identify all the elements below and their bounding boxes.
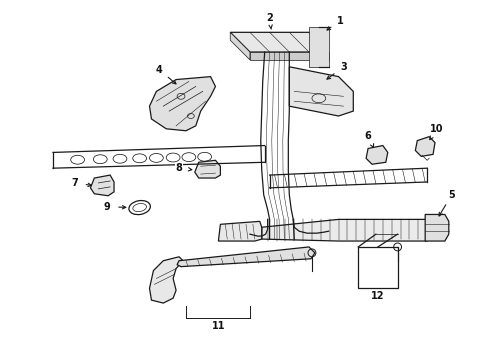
Text: 10: 10 <box>430 124 444 134</box>
Text: 11: 11 <box>212 321 225 331</box>
Polygon shape <box>250 52 329 60</box>
Polygon shape <box>416 137 435 156</box>
Text: 5: 5 <box>448 190 455 200</box>
Polygon shape <box>177 247 315 267</box>
Text: 8: 8 <box>175 163 182 173</box>
Polygon shape <box>230 32 329 52</box>
Text: 6: 6 <box>365 131 371 141</box>
Text: 3: 3 <box>340 62 347 72</box>
Polygon shape <box>289 67 353 116</box>
Polygon shape <box>195 160 220 178</box>
Polygon shape <box>262 219 432 241</box>
Polygon shape <box>230 32 250 60</box>
Polygon shape <box>219 221 262 241</box>
Polygon shape <box>425 215 449 241</box>
Text: 2: 2 <box>266 13 273 23</box>
Text: 12: 12 <box>371 291 385 301</box>
Polygon shape <box>91 175 114 196</box>
Polygon shape <box>149 257 183 303</box>
Text: 9: 9 <box>104 202 111 212</box>
Polygon shape <box>149 77 216 131</box>
Text: 4: 4 <box>156 65 163 75</box>
Text: 1: 1 <box>337 15 344 26</box>
Polygon shape <box>366 145 388 164</box>
Polygon shape <box>309 27 329 67</box>
Text: 7: 7 <box>71 178 78 188</box>
